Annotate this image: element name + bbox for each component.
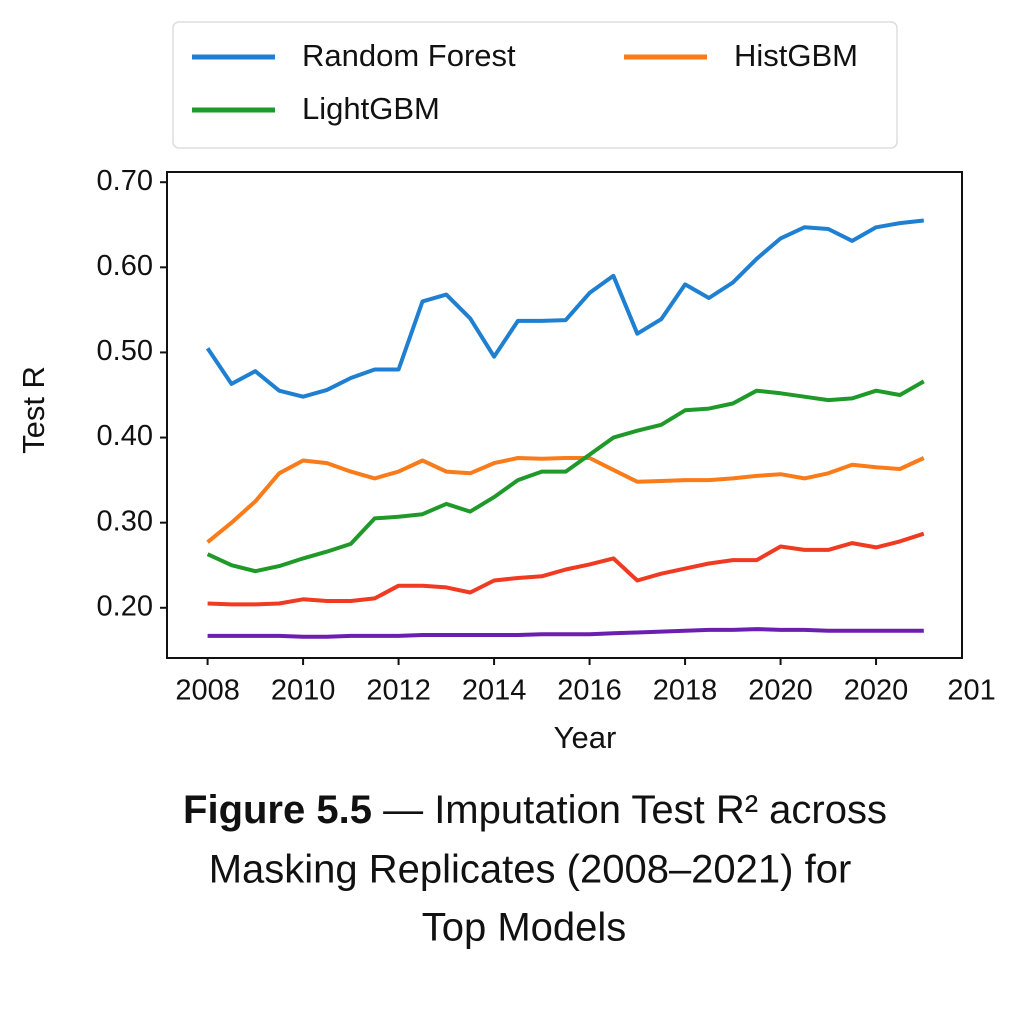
- x-tick-label: 2012: [366, 675, 431, 707]
- series-line: [206, 456, 925, 544]
- y-tick-label: 0.30: [97, 505, 153, 537]
- plot-frame: [166, 171, 963, 659]
- series-line: [207, 627, 924, 639]
- x-tick-label: 2008: [175, 675, 240, 707]
- x-tick-label: 201: [947, 675, 995, 707]
- caption-line: Top Models: [422, 906, 627, 950]
- y-tick-label: 0.40: [97, 420, 153, 452]
- x-axis-label: Year: [554, 720, 617, 755]
- x-tick-label: 2018: [653, 675, 718, 707]
- y-tick-label: 0.50: [97, 335, 153, 367]
- y-tick-label: 0.60: [97, 250, 153, 282]
- x-tick-label: 2016: [557, 675, 622, 707]
- series-line: [205, 218, 925, 399]
- figure-label: Figure 5.5: [183, 788, 372, 832]
- caption-line: Masking Replicates (2008–2021) for: [209, 848, 852, 892]
- y-tick-label: 0.70: [97, 165, 153, 197]
- caption-line: Figure 5.5 — Imputation Test R² across: [183, 788, 887, 832]
- series-line: [207, 531, 925, 607]
- x-tick-label: 2020: [748, 675, 813, 707]
- legend-label: Random Forest: [302, 38, 516, 73]
- caption-text: — Imputation Test R² across: [372, 788, 887, 832]
- legend-box: [172, 21, 898, 149]
- x-tick-label: 2010: [271, 675, 336, 707]
- series-line: [206, 379, 925, 574]
- x-tick-label: 2014: [462, 675, 527, 707]
- y-axis-label: Test R: [16, 366, 51, 454]
- x-tick-label: 2020: [844, 675, 909, 707]
- legend-label: LightGBM: [302, 91, 440, 126]
- legend-label: HistGBM: [734, 38, 858, 73]
- y-tick-label: 0.20: [97, 590, 153, 622]
